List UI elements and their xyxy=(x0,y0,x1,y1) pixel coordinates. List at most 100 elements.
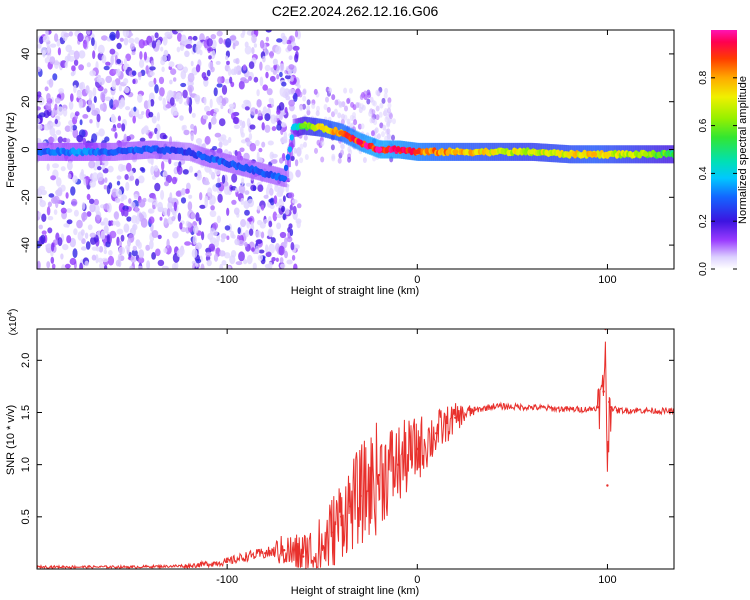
noise-speckle xyxy=(51,263,56,269)
noise-speckle xyxy=(276,213,283,219)
noise-speckle xyxy=(224,252,231,259)
colorbar-gradient xyxy=(711,30,737,269)
noise-speckle xyxy=(65,208,73,213)
noise-speckle xyxy=(128,170,134,176)
noise-speckle xyxy=(195,138,203,145)
noise-speckle xyxy=(273,195,278,205)
noise-speckle xyxy=(186,182,191,191)
noise-speckle xyxy=(110,115,117,123)
noise-speckle xyxy=(182,169,189,175)
noise-speckle xyxy=(47,201,53,208)
noise-speckle xyxy=(387,97,392,104)
noise-speckle xyxy=(47,216,54,221)
noise-speckle xyxy=(94,214,101,224)
noise-speckle xyxy=(235,65,242,75)
y-tick-label: -40 xyxy=(20,237,32,253)
noise-speckle xyxy=(101,165,106,170)
noise-speckle xyxy=(171,207,175,216)
noise-speckle xyxy=(147,197,154,203)
noise-speckle xyxy=(86,62,91,68)
noise-speckle xyxy=(292,205,297,215)
noise-speckle xyxy=(259,40,265,49)
noise-speckle xyxy=(139,137,146,142)
noise-speckle xyxy=(107,165,114,173)
noise-speckle xyxy=(177,212,182,222)
noise-speckle xyxy=(293,92,298,102)
noise-speckle xyxy=(279,63,285,73)
noise-speckle xyxy=(226,207,230,216)
noise-speckle xyxy=(293,147,298,154)
noise-speckle xyxy=(60,253,64,260)
noise-speckle xyxy=(180,82,187,88)
ridge-point xyxy=(671,151,674,157)
noise-speckle xyxy=(243,79,250,84)
noise-speckle xyxy=(268,243,276,254)
noise-speckle xyxy=(226,235,230,241)
noise-speckle xyxy=(164,31,172,37)
noise-speckle xyxy=(156,112,160,122)
ridge-point xyxy=(72,149,78,155)
noise-speckle xyxy=(278,245,285,256)
noise-speckle xyxy=(257,254,263,261)
noise-speckle xyxy=(98,128,105,137)
noise-speckle xyxy=(355,102,360,108)
noise-speckle xyxy=(325,96,329,103)
noise-speckle xyxy=(38,96,45,106)
noise-speckle xyxy=(71,198,78,207)
noise-speckle xyxy=(217,177,221,185)
noise-speckle xyxy=(119,37,124,42)
noise-speckle xyxy=(137,113,144,120)
noise-speckle xyxy=(124,57,127,67)
noise-speckle xyxy=(68,101,74,110)
noise-speckle xyxy=(271,153,278,158)
noise-speckle xyxy=(171,216,176,222)
noise-speckle xyxy=(316,139,321,146)
noise-speckle xyxy=(293,263,298,269)
noise-speckle xyxy=(361,104,366,111)
noise-speckle xyxy=(194,172,198,177)
noise-speckle xyxy=(157,234,162,240)
noise-speckle xyxy=(114,132,118,139)
noise-speckle xyxy=(142,126,149,134)
noise-speckle xyxy=(123,133,127,143)
noise-speckle xyxy=(256,89,260,97)
noise-speckle xyxy=(49,56,56,65)
noise-speckle xyxy=(176,165,181,172)
noise-speckle xyxy=(229,76,233,84)
noise-speckle xyxy=(270,114,277,124)
noise-speckle xyxy=(331,94,336,101)
noise-speckle xyxy=(256,205,261,211)
noise-speckle xyxy=(286,39,292,45)
noise-speckle xyxy=(299,157,304,164)
noise-speckle xyxy=(117,115,121,122)
noise-speckle xyxy=(217,193,223,203)
noise-speckle xyxy=(212,222,219,230)
noise-speckle xyxy=(120,97,125,106)
snr-point xyxy=(608,400,611,404)
noise-speckle xyxy=(282,195,286,202)
noise-speckle xyxy=(220,104,224,110)
noise-speckle xyxy=(346,98,351,104)
noise-speckle xyxy=(124,174,129,180)
ridge-cell xyxy=(287,146,293,153)
x-tick-label: 100 xyxy=(598,274,616,286)
noise-speckle xyxy=(55,129,62,136)
noise-speckle xyxy=(73,59,79,66)
noise-speckle xyxy=(347,146,352,153)
noise-speckle xyxy=(89,70,97,77)
noise-speckle xyxy=(99,262,105,269)
noise-speckle xyxy=(137,93,143,103)
snr-frame xyxy=(36,328,675,570)
noise-speckle xyxy=(173,77,177,82)
noise-speckle xyxy=(237,227,241,235)
noise-speckle xyxy=(78,50,86,59)
noise-speckle xyxy=(269,197,275,206)
noise-speckle xyxy=(195,258,202,264)
noise-speckle xyxy=(316,105,320,112)
noise-speckle xyxy=(125,181,130,191)
snr-point xyxy=(435,432,438,435)
noise-speckle xyxy=(109,98,114,109)
ridge-cell xyxy=(289,134,294,141)
noise-speckle xyxy=(263,194,269,199)
noise-speckle xyxy=(238,251,245,262)
